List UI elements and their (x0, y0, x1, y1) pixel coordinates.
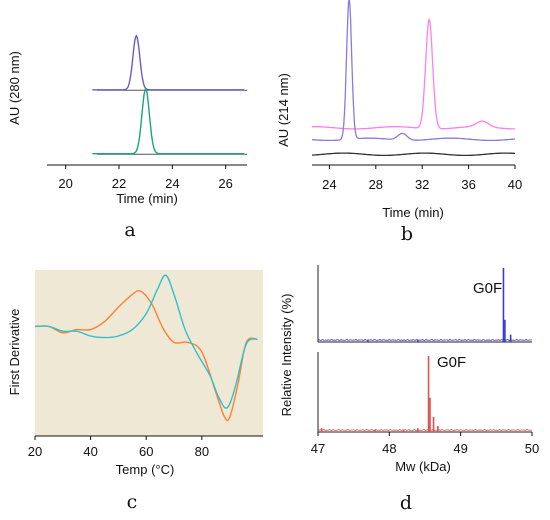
panel-b-x-tick-label-0: 24 (322, 177, 336, 192)
panel-b-x-tick-label-3: 36 (461, 177, 475, 192)
panel-c-x-tick-label-0: 20 (28, 444, 42, 459)
panel-c-y-label: First Derivative (7, 309, 22, 396)
panel-c: First Derivative Temp (°C) c 20 40 60 80 (7, 270, 263, 513)
panel-d-x-tick-label-1: 48 (382, 441, 396, 456)
panel-a-y-label: AU (280 nm) (7, 51, 22, 125)
panel-a-x-tick-label-1: 22 (112, 176, 126, 191)
panel-a-x-label: Time (min) (116, 191, 178, 206)
panel-c-series-0-line (34, 289, 258, 422)
panel-c-x-tick-label-3: 80 (195, 444, 209, 459)
panel-d-y-label: Relative Intensity (%) (279, 294, 294, 417)
panel-d-series-1-baseline (317, 428, 532, 431)
panel-a: AU (280 nm) Time (min) a 20 22 24 26 (7, 34, 247, 241)
panel-b-x-tick-label-1: 28 (369, 177, 383, 192)
panel-d-series-0-baseline (317, 338, 532, 342)
panel-b-letter: b (401, 223, 413, 245)
panel-a-series-0-line (92, 34, 245, 91)
panel-d-bottom-peak-label: G0F (437, 354, 466, 371)
panel-b: AU (214 nm) Time (min) b 24 28 32 36 40 (276, 0, 522, 245)
panel-d-letter: d (400, 492, 412, 514)
panel-b-x-tick-label-4: 40 (508, 177, 522, 192)
panel-d-x-tick-label-3: 50 (525, 441, 539, 456)
panel-b-series-0-line (312, 17, 515, 130)
panel-a-x-tick-label-0: 20 (58, 176, 72, 191)
panel-a-x-tick-label-2: 24 (165, 176, 179, 191)
panel-b-x-tick-label-2: 32 (415, 177, 429, 192)
panel-b-x-label: Time (min) (382, 205, 444, 220)
panel-c-letter: c (127, 491, 138, 513)
panel-c-x-label: Temp (°C) (116, 462, 175, 477)
panel-d-x-label: Mw (kDa) (395, 459, 451, 474)
panel-d: Relative Intensity (%) Mw (kDa) G0F G0F … (279, 265, 539, 514)
panel-b-y-label: AU (214 nm) (276, 73, 291, 147)
panel-b-series-1-line (311, 0, 515, 142)
panel-a-letter: a (124, 219, 135, 241)
panel-c-x-tick-label-2: 60 (139, 444, 153, 459)
panel-a-series-1-line (92, 87, 245, 155)
panel-c-x-tick-label-1: 40 (83, 444, 97, 459)
panel-c-plot-background (35, 270, 263, 436)
panel-d-x-tick-label-0: 47 (311, 441, 325, 456)
panel-a-x-tick-label-3: 26 (218, 176, 232, 191)
panel-c-series-1-line (34, 274, 258, 409)
panel-d-top-peak-label: G0F (473, 280, 502, 297)
panel-b-series-2-line (312, 152, 515, 157)
panel-d-x-tick-label-2: 49 (453, 441, 467, 456)
